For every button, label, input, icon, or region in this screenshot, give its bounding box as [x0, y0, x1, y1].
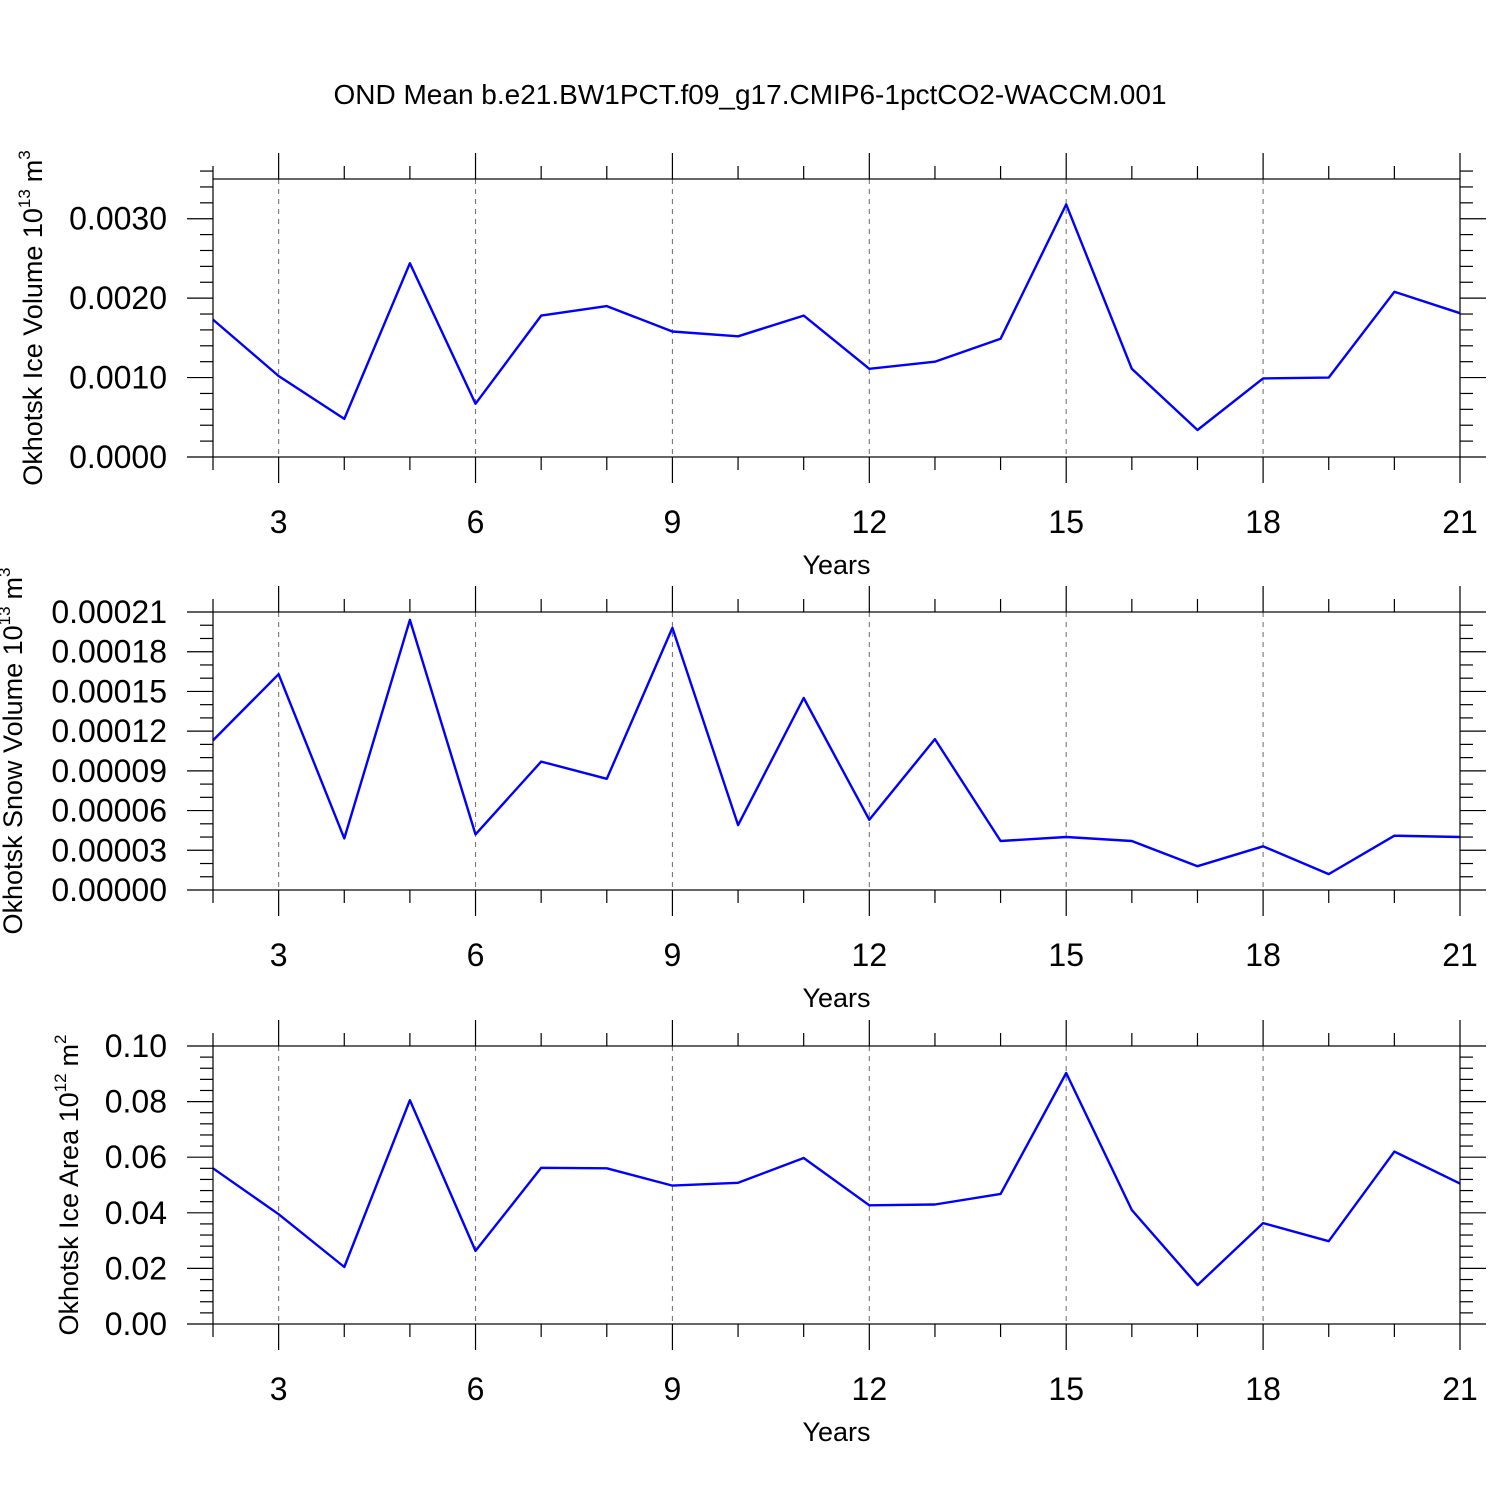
x-tick-label: 9 [664, 1371, 682, 1407]
x-tick-label: 21 [1442, 504, 1478, 540]
y-axis-title-unit: m [54, 1044, 84, 1067]
x-tick-label: 12 [852, 1371, 888, 1407]
x-tick-label: 6 [467, 504, 485, 540]
x-tick-label: 15 [1048, 937, 1084, 973]
series-line [212, 618, 1461, 876]
x-tick-label: 18 [1245, 504, 1281, 540]
x-tick-label: 15 [1048, 1371, 1084, 1407]
y-axis-title-unit: m [0, 577, 28, 600]
y-tick-label: 0.00 [105, 1306, 167, 1342]
y-tick-label: 0.00015 [51, 673, 167, 709]
y-tick-label: 0.04 [105, 1195, 167, 1231]
y-tick-label: 0.0030 [69, 201, 167, 237]
y-tick-label: 0.00000 [51, 872, 167, 908]
x-axis-title: Years [802, 550, 870, 580]
x-tick-label: 3 [270, 937, 288, 973]
y-axis-title: Okhotsk Snow Volume 1013 m3 [0, 567, 28, 934]
y-tick-label: 0.02 [105, 1250, 167, 1286]
series-line [212, 1071, 1461, 1287]
x-tick-label: 18 [1245, 937, 1281, 973]
x-axis-title: Years [802, 1417, 870, 1447]
ice-area-panel: 0.00 0.02 0.04 0.06 0.08 0.10 3 6 9 12 1… [51, 1020, 1486, 1447]
x-tick-label: 21 [1442, 937, 1478, 973]
y-tick-label: 0.0000 [69, 439, 167, 475]
y-axis-title-exponent: 12 [51, 1073, 70, 1092]
y-axis-title-exponent: 13 [0, 606, 14, 625]
x-tick-label: 3 [270, 504, 288, 540]
y-axis-title-main: Okhotsk Snow Volume 10 [0, 625, 28, 934]
y-axis-title-main: Okhotsk Ice Area 10 [54, 1092, 84, 1335]
y-axis-title-exponent: 13 [15, 189, 34, 208]
y-axis-title: Okhotsk Ice Area 1012 m2 [51, 1034, 84, 1335]
y-tick-label: 0.00009 [51, 753, 167, 789]
y-tick-label: 0.00003 [51, 832, 167, 868]
y-axis-title-unit-exponent: 3 [15, 150, 34, 159]
y-tick-label: 0.10 [105, 1028, 167, 1064]
x-tick-label: 15 [1048, 504, 1084, 540]
x-tick-label: 21 [1442, 1371, 1478, 1407]
ice-volume-panel: 0.0000 0.0010 0.0020 0.0030 3 6 9 12 15 … [15, 150, 1486, 580]
y-axis-title-main: Okhotsk Ice Volume 10 [18, 208, 48, 486]
x-tick-label: 18 [1245, 1371, 1281, 1407]
x-tick-label: 3 [270, 1371, 288, 1407]
y-tick-label: 0.06 [105, 1139, 167, 1175]
plot-frame [212, 611, 1461, 891]
y-axis-title-unit: m [18, 160, 48, 183]
plot-frame [212, 1045, 1461, 1325]
y-tick-label: 0.0020 [69, 280, 167, 316]
y-tick-label: 0.00018 [51, 634, 167, 670]
x-axis-title: Years [802, 983, 870, 1013]
figure-title: OND Mean b.e21.BW1PCT.f09_g17.CMIP6-1pct… [333, 79, 1166, 110]
x-tick-label: 9 [664, 504, 682, 540]
snow-volume-panel: 0.00000 0.00003 0.00006 0.00009 0.00012 … [0, 567, 1486, 1013]
y-axis-title-unit-exponent: 3 [0, 567, 14, 576]
y-tick-label: 0.00012 [51, 713, 167, 749]
y-tick-label: 0.08 [105, 1084, 167, 1120]
x-tick-label: 6 [467, 937, 485, 973]
plot-frame [212, 178, 1461, 458]
y-tick-label: 0.00006 [51, 793, 167, 829]
x-tick-label: 9 [664, 937, 682, 973]
y-tick-label: 0.0010 [69, 360, 167, 396]
x-tick-label: 12 [852, 937, 888, 973]
series-line [212, 203, 1461, 432]
y-axis-title-unit-exponent: 2 [51, 1034, 70, 1043]
y-tick-label: 0.00021 [51, 594, 167, 630]
x-tick-label: 12 [852, 504, 888, 540]
x-tick-label: 6 [467, 1371, 485, 1407]
y-axis-title: Okhotsk Ice Volume 1013 m3 [15, 150, 48, 486]
